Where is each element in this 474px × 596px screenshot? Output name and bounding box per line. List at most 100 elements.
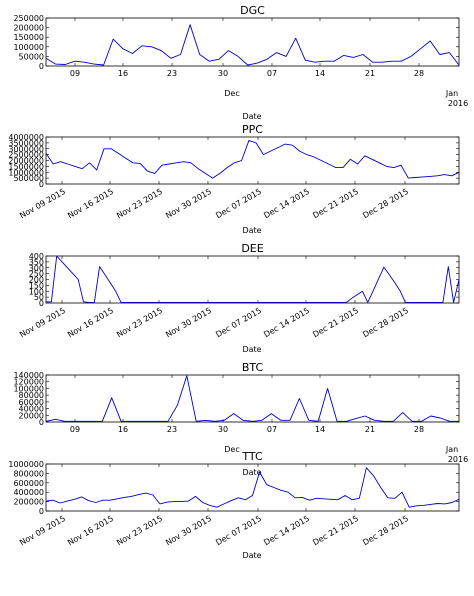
y-tick-label: 2000000 [8, 157, 44, 166]
y-tick-label: 350 [29, 258, 44, 267]
y-tick-label: 600000 [13, 479, 44, 488]
y-tick-label: 200000 [13, 24, 44, 33]
y-tick-label: 150 [29, 281, 44, 290]
y-tick-label: 0 [39, 507, 44, 516]
y-tick-label: 3500000 [8, 139, 44, 148]
y-tick-label: 4000000 [8, 133, 44, 142]
chart-title: TTC [241, 450, 263, 463]
x-tick-label: Nov 09 2015 [18, 187, 67, 220]
plot-frame [45, 136, 460, 185]
chart-title: DEE [241, 242, 263, 255]
x-tick-label: 21 [365, 425, 375, 434]
x-month-label: Dec [224, 445, 239, 454]
x-tick-label: Dec 07 2015 [214, 187, 263, 220]
series-line [45, 140, 460, 179]
y-tick-label: 200000 [13, 498, 44, 507]
x-month-label: Dec [224, 89, 239, 98]
y-tick-label: 50000 [19, 52, 44, 61]
x-tick-label: Nov 30 2015 [164, 187, 213, 220]
x-tick-label: Dec 07 2015 [214, 306, 263, 339]
x-tick-label: Nov 09 2015 [18, 514, 67, 547]
y-tick-label: 0 [39, 62, 44, 71]
x-tick-label: 09 [70, 425, 80, 434]
x-tick-label: 30 [218, 425, 228, 434]
y-tick-label: 0 [39, 418, 44, 427]
y-tick-label: 500000 [13, 174, 44, 183]
x-axis-label: Date [242, 226, 261, 235]
x-axis-label: Date [242, 468, 261, 477]
x-tick-label: Dec 28 2015 [361, 187, 410, 220]
y-tick-label: 60000 [19, 398, 44, 407]
x-tick-label: Dec 28 2015 [361, 514, 410, 547]
x-year-label: 2016 [448, 99, 468, 108]
x-tick-label: Nov 30 2015 [164, 306, 213, 339]
y-tick-label: 400 [29, 252, 44, 261]
x-tick-label: Nov 23 2015 [115, 514, 164, 547]
x-tick-label: Dec 21 2015 [311, 514, 360, 547]
x-tick-label: 28 [414, 425, 424, 434]
y-tick-label: 1500000 [8, 162, 44, 171]
y-tick-label: 120000 [13, 378, 44, 387]
y-tick-label: 800000 [13, 469, 44, 478]
y-tick-label: 0 [39, 180, 44, 189]
x-tick-label: 21 [365, 69, 375, 78]
y-tick-label: 100 [29, 287, 44, 296]
series-line [45, 24, 460, 66]
x-tick-label: Nov 23 2015 [115, 306, 164, 339]
y-tick-label: 250000 [13, 14, 44, 23]
series-line [46, 255, 460, 303]
y-tick-label: 1000000 [8, 460, 44, 469]
x-tick-label: 28 [414, 69, 424, 78]
plot-frame [45, 374, 460, 423]
y-tick-label: 2500000 [8, 151, 44, 160]
series-line [45, 467, 460, 508]
x-tick-label: Nov 09 2015 [18, 306, 67, 339]
y-tick-label: 40000 [19, 405, 44, 414]
x-tick-label: Nov 23 2015 [115, 187, 164, 220]
chart-title: DGC [240, 4, 265, 17]
y-tick-label: 0 [39, 299, 44, 308]
chart-title: BTC [242, 361, 264, 374]
x-tick-label: 07 [267, 69, 277, 78]
x-tick-label: Nov 16 2015 [66, 306, 115, 339]
x-tick-label: Dec 21 2015 [311, 306, 360, 339]
x-tick-label: Nov 30 2015 [164, 514, 213, 547]
x-tick-label: 09 [70, 69, 80, 78]
y-tick-label: 250 [29, 270, 44, 279]
x-tick-label: Dec 07 2015 [214, 514, 263, 547]
y-tick-label: 200 [29, 276, 44, 285]
x-tick-label: Nov 16 2015 [66, 187, 115, 220]
x-axis-label: Date [242, 345, 261, 354]
y-tick-label: 3000000 [8, 145, 44, 154]
y-tick-label: 300 [29, 264, 44, 273]
x-tick-label: 23 [167, 425, 177, 434]
x-tick-label: 16 [118, 69, 128, 78]
x-tick-label: 30 [218, 69, 228, 78]
x-tick-label: 23 [167, 69, 177, 78]
x-tick-label: Dec 14 2015 [262, 306, 311, 339]
x-tick-label: Dec 14 2015 [262, 187, 311, 220]
x-tick-label: 14 [315, 425, 325, 434]
y-tick-label: 150000 [13, 33, 44, 42]
y-tick-label: 50 [34, 293, 44, 302]
series-line [45, 375, 459, 422]
x-month-label: Jan [445, 89, 458, 98]
chart-title: PPC [242, 123, 263, 136]
x-month-label: Jan [445, 445, 458, 454]
y-tick-label: 100000 [13, 384, 44, 393]
x-tick-label: Dec 21 2015 [311, 187, 360, 220]
x-tick-label: 14 [315, 69, 325, 78]
x-tick-label: Nov 16 2015 [66, 514, 115, 547]
y-tick-label: 1000000 [8, 168, 44, 177]
y-tick-label: 20000 [19, 411, 44, 420]
plot-frame [45, 17, 460, 67]
y-tick-label: 140000 [13, 371, 44, 380]
x-tick-label: Dec 14 2015 [262, 514, 311, 547]
x-tick-label: Dec 28 2015 [361, 306, 410, 339]
x-tick-label: 07 [267, 425, 277, 434]
y-tick-label: 100000 [13, 43, 44, 52]
x-axis-label: Date [242, 551, 261, 560]
y-tick-label: 80000 [19, 391, 44, 400]
x-year-label: 2016 [448, 455, 468, 464]
